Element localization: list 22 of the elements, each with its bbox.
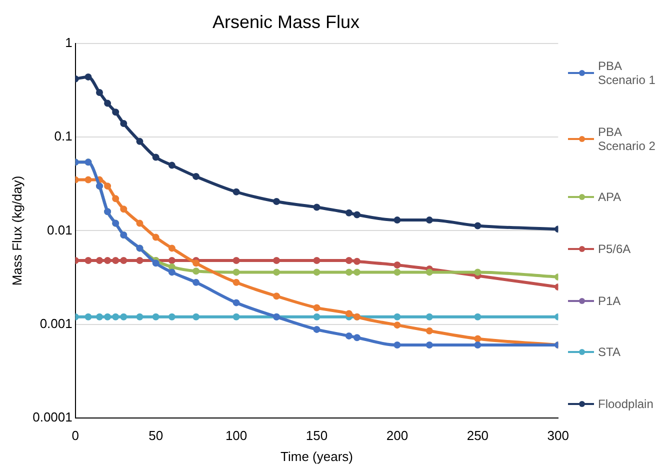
chart-title: Arsenic Mass Flux <box>212 12 360 32</box>
x-tick-label: 100 <box>225 428 248 444</box>
y-tick-label: 0.0001 <box>32 409 72 424</box>
x-tick-label: 200 <box>386 428 408 444</box>
y-tick-label: 0.001 <box>40 316 72 331</box>
legend-label: Floodplain <box>598 397 654 412</box>
x-tick-label: 150 <box>306 428 328 444</box>
legend-label: APA <box>598 190 622 204</box>
legend-label: PBA Scenario 2 <box>598 124 656 153</box>
legend-label: P5/6A <box>598 242 632 256</box>
x-tick-label: 50 <box>148 428 164 444</box>
x-axis-title: Time (years) <box>280 448 353 464</box>
legend-label: PBA Scenario 1 <box>598 58 656 87</box>
y-tick-label: 0.01 <box>47 222 72 238</box>
x-tick-label: 300 <box>547 428 570 444</box>
x-tick-label: 250 <box>466 428 489 444</box>
y-tick-label: 0.1 <box>54 128 72 144</box>
legend-label: STA <box>598 345 622 360</box>
legend-label: P1A <box>598 294 622 308</box>
y-tick-label: 1 <box>65 35 72 50</box>
y-axis-title: Mass Flux (kg/day) <box>9 176 24 286</box>
x-tick-label: 0 <box>72 428 79 444</box>
